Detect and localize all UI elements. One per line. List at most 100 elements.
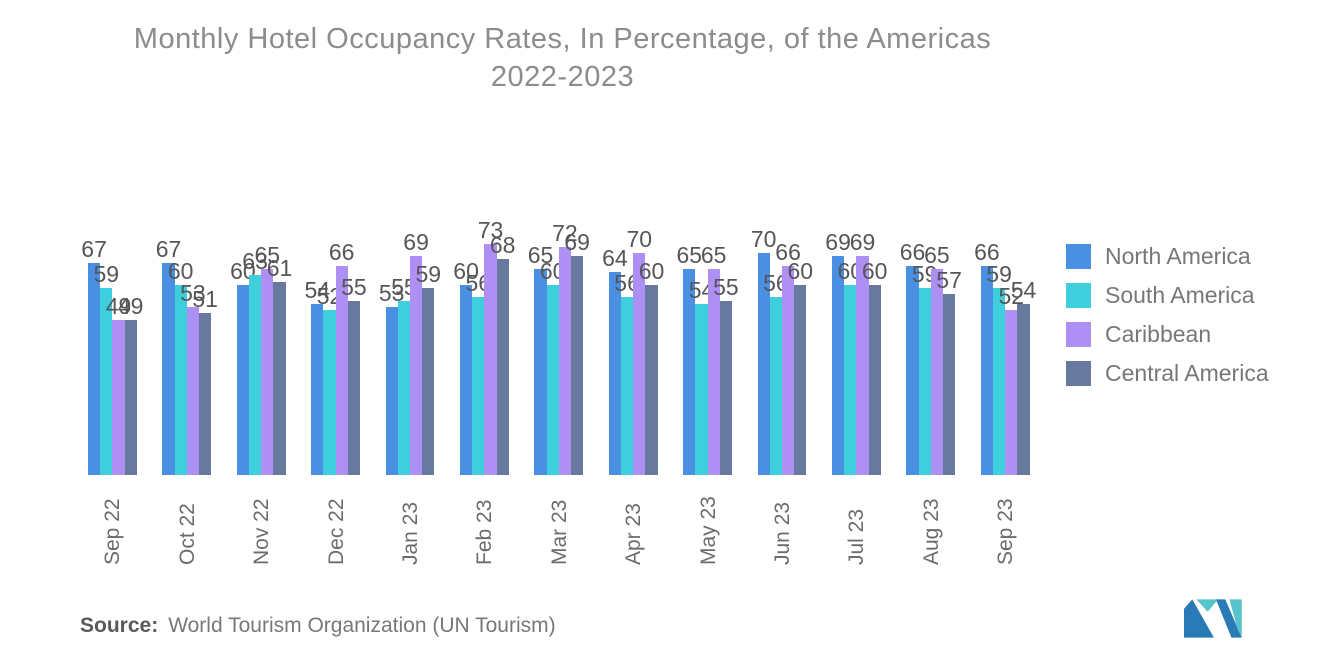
bar-north-america-aug-23 (906, 265, 919, 475)
bar-caribbean-jun-23 (782, 265, 795, 475)
legend: North America South America Caribbean Centr… (1066, 243, 1269, 399)
bar-south-america-dec-22 (323, 310, 336, 475)
bar-south-america-jun-23 (769, 297, 782, 475)
bar-central-america-aug-23 (943, 294, 956, 475)
x-tick-label: Dec 22 (324, 498, 348, 565)
bar-value-label: 67 (81, 235, 107, 262)
bar-value-label: 49 (117, 292, 144, 319)
bar-value-label: 51 (192, 286, 218, 313)
x-tick-label: Sep 23 (994, 498, 1018, 565)
bar-south-america-may-23 (695, 303, 708, 475)
bar-value-label: 66 (974, 238, 1000, 265)
x-tick-label: Jul 23 (845, 508, 869, 565)
source-label: Source: (80, 614, 159, 637)
chart-title: Monthly Hotel Occupancy Rates, In Percen… (0, 20, 1125, 96)
bar-central-america-sep-23 (1017, 303, 1030, 475)
source-text: World Tourism Organization (UN Tourism) (168, 614, 556, 637)
bar-value-label: 59 (415, 260, 442, 287)
bar-value-label: 60 (167, 257, 194, 284)
bar-north-america-oct-22 (162, 262, 175, 475)
legend-label: South America (1105, 282, 1255, 308)
bar-value-label: 69 (564, 229, 590, 256)
bar-north-america-feb-23 (460, 284, 473, 475)
bar-value-label: 69 (849, 229, 876, 256)
x-tick-label: May 23 (696, 496, 720, 565)
bar-north-america-sep-23 (980, 265, 993, 475)
bar-value-label: 72 (552, 219, 578, 246)
bar-south-america-sep-22 (100, 287, 113, 475)
bar-north-america-mar-23 (534, 268, 547, 475)
bar-value-label: 70 (750, 226, 777, 253)
bar-value-label: 69 (403, 229, 429, 256)
bar-value-label: 66 (328, 238, 355, 265)
legend-label: Central America (1105, 360, 1269, 386)
bar-south-america-jan-23 (397, 300, 410, 475)
bar-value-label: 65 (676, 241, 703, 268)
bar-value-label: 66 (775, 238, 801, 265)
x-tick-label: Oct 22 (175, 503, 199, 565)
legend-swatch-icon (1066, 361, 1091, 386)
chart-title-line1: Monthly Hotel Occupancy Rates, In Percen… (133, 23, 992, 55)
bar-value-label: 60 (453, 257, 479, 284)
bar-south-america-apr-23 (621, 297, 634, 475)
bar-central-america-dec-22 (347, 300, 360, 475)
bar-caribbean-jul-23 (856, 256, 869, 475)
source-line: Source: World Tourism Organization (UN To… (80, 614, 556, 638)
bar-north-america-sep-22 (88, 262, 101, 475)
bar-value-label: 59 (93, 260, 120, 287)
bar-caribbean-aug-23 (930, 268, 943, 475)
bar-north-america-jul-23 (832, 256, 845, 475)
bar-south-america-aug-23 (918, 287, 931, 475)
bar-central-america-jul-23 (868, 284, 881, 475)
bar-value-label: 65 (700, 241, 727, 268)
bar-caribbean-mar-23 (558, 246, 571, 475)
bar-caribbean-nov-22 (261, 268, 274, 475)
bar-value-label: 67 (155, 235, 182, 262)
bar-central-america-jun-23 (794, 284, 807, 475)
bar-caribbean-may-23 (707, 268, 720, 475)
x-tick-label: Jun 23 (771, 501, 794, 565)
bar-value-label: 49 (105, 292, 132, 319)
bar-central-america-oct-22 (199, 313, 212, 475)
bar-north-america-may-23 (683, 268, 696, 475)
bar-value-label: 73 (477, 216, 504, 243)
bar-central-america-mar-23 (571, 256, 584, 475)
bar-value-label: 65 (254, 241, 281, 268)
bar-value-label: 61 (266, 254, 293, 281)
logo-shape-left (1184, 599, 1214, 638)
legend-item-south-america: South America (1066, 282, 1269, 309)
bar-north-america-jan-23 (385, 306, 398, 475)
logo-shape-right (1229, 599, 1242, 638)
bar-value-label: 59 (986, 260, 1012, 287)
x-tick-label: Feb 23 (473, 499, 497, 565)
bar-central-america-nov-22 (273, 281, 286, 475)
bar-north-america-dec-22 (311, 303, 324, 475)
bar-south-america-oct-22 (174, 284, 187, 475)
bar-central-america-sep-22 (124, 319, 137, 475)
mordor-intelligence-logo (1184, 599, 1242, 638)
bar-south-america-nov-22 (249, 275, 262, 475)
x-tick-label: Jan 23 (399, 501, 422, 565)
bar-north-america-nov-22 (236, 284, 249, 475)
bar-south-america-feb-23 (472, 297, 485, 475)
bar-value-label: 66 (899, 238, 926, 265)
bar-value-label: 60 (638, 257, 665, 284)
bar-value-label: 54 (1010, 276, 1037, 303)
bar-south-america-jul-23 (844, 284, 857, 475)
x-tick-label: Sep 22 (101, 498, 125, 565)
bar-north-america-apr-23 (608, 272, 621, 475)
bar-central-america-feb-23 (496, 259, 509, 475)
bar-value-label: 54 (304, 276, 331, 303)
legend-swatch-icon (1066, 283, 1091, 308)
legend-item-north-america: North America (1066, 243, 1269, 270)
legend-item-caribbean: Caribbean (1066, 321, 1269, 348)
bar-caribbean-sep-22 (112, 319, 125, 475)
chart-title-line2: 2022-2023 (490, 61, 635, 93)
bar-caribbean-dec-22 (335, 265, 348, 475)
bar-caribbean-sep-23 (1005, 310, 1018, 475)
bar-value-label: 60 (787, 257, 814, 284)
bar-value-label: 55 (713, 273, 739, 300)
x-tick-label: Aug 23 (919, 498, 943, 565)
legend-item-central-america: Central America (1066, 360, 1269, 387)
bar-value-label: 64 (602, 245, 628, 272)
